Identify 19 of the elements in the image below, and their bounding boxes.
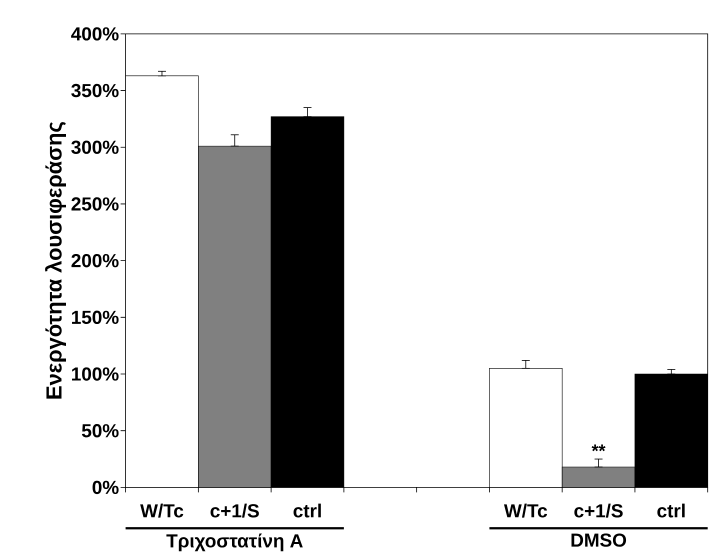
annotation: **: [592, 444, 606, 452]
y-tick-label: 250%: [71, 197, 119, 211]
y-tick-label: 200%: [71, 254, 119, 268]
x-tick-label: W/Tc: [140, 504, 184, 518]
y-tick-label: 150%: [72, 310, 119, 324]
y-tick-label: 100%: [72, 367, 119, 381]
x-tick-label: c+1/S: [210, 504, 259, 518]
y-axis-title: Ενεργότητα λουσιφεράσης: [45, 122, 66, 398]
text: DMSO: [572, 533, 626, 547]
text: Τριχοστατίνη A: [166, 533, 303, 552]
x-tick-label: W/Tc: [504, 504, 548, 518]
x-tick-label: ctrl: [294, 504, 321, 518]
x-tick-label: c+1/S: [574, 504, 623, 518]
y-tick-label: 400%: [71, 27, 119, 40]
y-tick-label: 300%: [71, 140, 119, 154]
y-tick-label: 50%: [82, 424, 119, 438]
y-tick-label: 350%: [71, 84, 119, 98]
x-tick-label: ctrl: [657, 504, 685, 518]
y-tick-label: 0%: [92, 480, 119, 494]
